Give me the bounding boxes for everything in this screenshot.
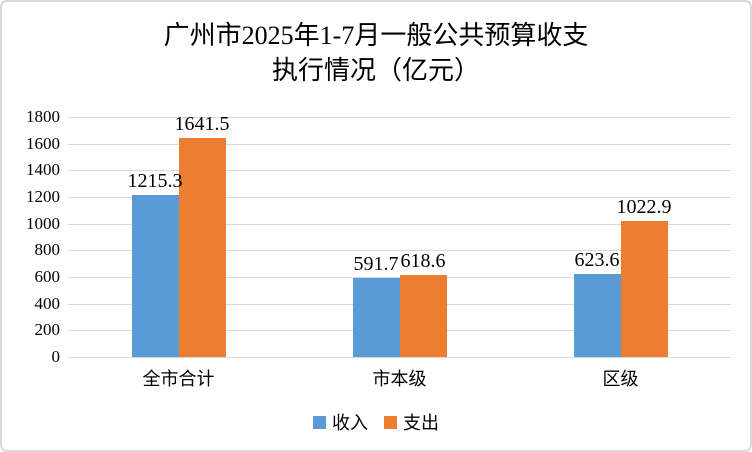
gridline: [68, 143, 731, 145]
legend-label: 支出: [403, 413, 439, 433]
legend: 收入 支出: [2, 409, 750, 435]
gridline: [68, 197, 731, 198]
bar-value-label: 618.6: [400, 249, 446, 272]
chart-title: 广州市2025年1-7月一般公共预算收支 执行情况（亿元）: [2, 18, 750, 88]
y-tick-label: 1600: [26, 133, 60, 153]
legend-item: 收入: [313, 409, 368, 435]
y-tick-label: 1000: [26, 213, 60, 233]
y-tick-label: 600: [34, 267, 61, 286]
y-tick-label: 400: [34, 293, 61, 313]
gridline: [68, 170, 731, 172]
bar-value-label: 591.7: [353, 253, 399, 276]
bar-收入-市本级: [352, 278, 400, 357]
plot-area: 1215.3 1641.5 591.7 618.6 623.6 1022.9: [68, 113, 731, 358]
chart-title-line2: 执行情况（亿元）: [271, 56, 480, 85]
gridline: [68, 223, 731, 225]
category-label: 全市合计: [142, 369, 215, 389]
legend-item: 支出: [384, 409, 439, 435]
bar-value-label: 623.6: [574, 248, 620, 271]
y-tick-label: 0: [51, 347, 61, 366]
legend-swatch: [313, 415, 326, 429]
legend-swatch: [384, 415, 397, 429]
category-label: 市本级: [372, 369, 427, 389]
chart-title-line1: 广州市2025年1-7月一般公共预算收支: [163, 21, 589, 50]
category-label: 区级: [602, 369, 639, 389]
bar-收入-区级: [573, 273, 621, 357]
y-tick-label: 1400: [26, 160, 60, 180]
gridline: [68, 357, 731, 358]
gridline: [68, 117, 731, 118]
y-tick-label: 1800: [26, 107, 60, 126]
legend-label: 收入: [332, 413, 368, 433]
y-tick-label: 1200: [26, 187, 60, 206]
bar-支出-区级: [620, 220, 668, 357]
bar-收入-全市合计: [131, 194, 179, 357]
y-tick-label: 200: [34, 320, 61, 340]
bar-value-label: 1215.3: [127, 169, 183, 192]
gridline: [68, 250, 731, 252]
bar-value-label: 1022.9: [616, 195, 672, 218]
bar-支出-市本级: [399, 274, 447, 357]
bar-支出-全市合计: [178, 138, 226, 357]
y-tick-label: 800: [34, 240, 61, 260]
bar-value-label: 1641.5: [174, 113, 230, 136]
